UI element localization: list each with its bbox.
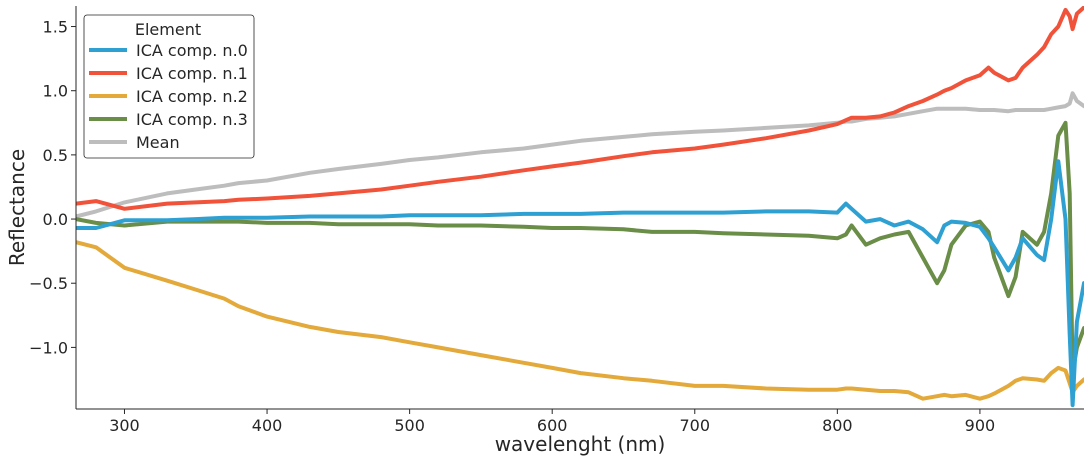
- legend-items: ICA comp. n.0 ICA comp. n.1 ICA comp. n.2 I…: [89, 41, 248, 152]
- legend-title: Element: [135, 20, 201, 39]
- legend-label: ICA comp. n.2: [136, 87, 248, 106]
- x-tick-label: 700: [679, 416, 710, 435]
- y-tick-label: −0.5: [29, 274, 68, 293]
- x-tick-label: 400: [252, 416, 283, 435]
- x-tick-label: 600: [537, 416, 568, 435]
- legend-item: ICA comp. n.0: [89, 41, 248, 60]
- series-line-4: [76, 91, 1084, 219]
- legend-label: Mean: [136, 133, 180, 152]
- x-tick-label: 900: [965, 416, 996, 435]
- legend-label: ICA comp. n.1: [136, 64, 248, 83]
- series-line-2: [76, 240, 1084, 401]
- y-axis-title: Reflectance: [5, 149, 29, 266]
- legend-item: ICA comp. n.2: [89, 87, 248, 106]
- axes: [75, 6, 1084, 410]
- series-line-3: [76, 120, 1084, 376]
- y-tick-label: −1.0: [29, 338, 68, 357]
- x-tick-label: 300: [109, 416, 140, 435]
- y-tick-label: 0.0: [43, 210, 68, 229]
- legend-item: ICA comp. n.3: [89, 110, 248, 129]
- legend-label: ICA comp. n.3: [136, 110, 248, 129]
- legend-item: Mean: [89, 133, 180, 152]
- y-axis-ticks: −1.0 −0.5 0.0 0.5 1.0 1.5: [29, 18, 76, 357]
- x-axis-title: wavelenght (nm): [495, 432, 666, 456]
- x-tick-label: 800: [822, 416, 853, 435]
- x-axis-ticks: 300 400 500 600 700 800 900: [109, 409, 995, 435]
- legend-label: ICA comp. n.0: [136, 41, 248, 60]
- series-line-0: [76, 159, 1084, 408]
- series-line-1: [76, 6, 1084, 211]
- y-tick-label: 0.5: [43, 146, 68, 165]
- plot-area: [76, 6, 1084, 408]
- legend-item: ICA comp. n.1: [89, 64, 248, 83]
- x-tick-label: 500: [394, 416, 425, 435]
- y-tick-label: 1.0: [43, 82, 68, 101]
- y-tick-label: 1.5: [43, 18, 68, 37]
